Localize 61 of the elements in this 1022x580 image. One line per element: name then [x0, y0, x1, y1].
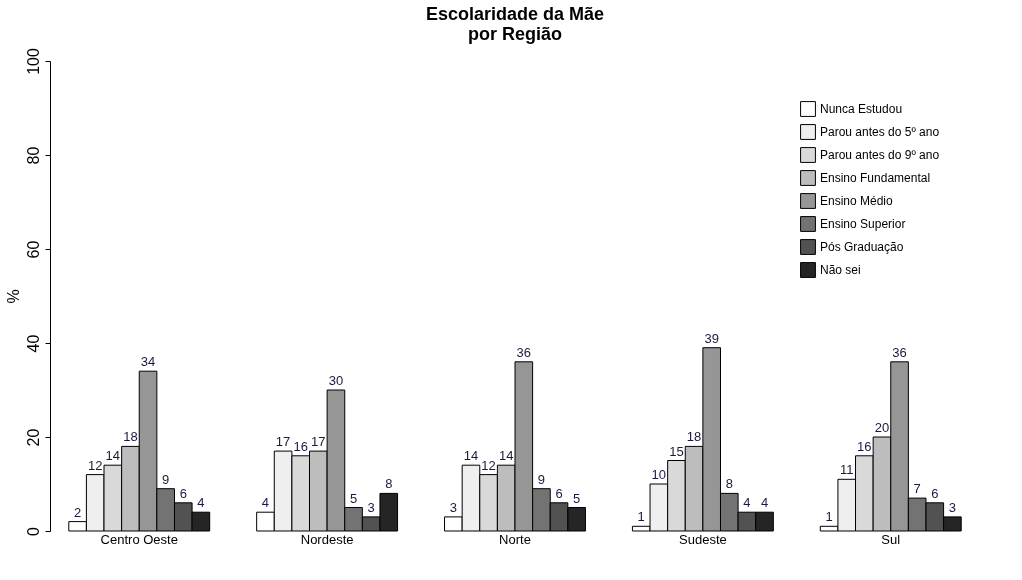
- x-tick-label: Nordeste: [300, 531, 354, 547]
- data-label: 4: [760, 495, 769, 511]
- data-label: 4: [261, 495, 270, 511]
- data-label: 5: [573, 490, 581, 506]
- data-label: 9: [162, 471, 170, 487]
- y-tick-label: 100: [24, 48, 42, 75]
- y-tick-label: 0: [24, 526, 42, 536]
- data-label: 7: [913, 481, 921, 497]
- data-label: 1: [637, 509, 645, 525]
- data-label: 15: [669, 443, 684, 459]
- legend-label: Pós Graduação: [820, 240, 904, 254]
- legend-label: Nunca Estudou: [820, 102, 903, 116]
- data-label: 20: [874, 420, 890, 435]
- y-tick-label: 80: [24, 146, 42, 165]
- data-label: 10: [651, 467, 667, 482]
- data-label: 14: [463, 448, 479, 464]
- data-label: 4: [197, 495, 205, 511]
- y-tick-label: 40: [24, 334, 42, 353]
- data-label: 5: [349, 490, 358, 506]
- data-label: 12: [87, 457, 103, 473]
- legend-label: Parou antes do 9º ano: [820, 148, 940, 162]
- data-label: 36: [892, 344, 907, 360]
- data-label: 18: [123, 429, 138, 445]
- data-label: 6: [931, 485, 939, 501]
- legend-label: Ensino Fundamental: [820, 171, 931, 185]
- legend-label: Parou antes do 5º ano: [820, 125, 940, 139]
- x-tick-label: Sul: [881, 531, 901, 547]
- data-label: 39: [704, 330, 719, 346]
- x-tick-label: Norte: [499, 531, 531, 547]
- data-label: 34: [140, 354, 156, 370]
- data-label: 17: [275, 434, 291, 450]
- data-label: 4: [743, 495, 751, 511]
- y-tick-label: 60: [24, 240, 42, 259]
- data-label: 12: [481, 457, 496, 473]
- data-label: 8: [725, 476, 733, 492]
- data-label: 6: [555, 485, 563, 501]
- data-label: 11: [839, 462, 854, 478]
- data-label: 36: [516, 344, 532, 360]
- data-label: 3: [948, 499, 957, 515]
- x-tick-label: Sudeste: [679, 531, 727, 547]
- legend-label: Ensino Superior: [820, 217, 906, 231]
- data-label: 6: [179, 485, 187, 501]
- y-tick-label: 20: [24, 428, 42, 447]
- data-label: 16: [293, 438, 308, 454]
- data-label: 30: [328, 373, 344, 388]
- data-label: 3: [449, 499, 457, 515]
- data-label: 17: [311, 434, 326, 450]
- data-label: 2: [73, 504, 82, 520]
- data-label: 1: [825, 509, 833, 525]
- chart-title: Escolaridade da Mãe por Região: [425, 3, 605, 44]
- data-label: 18: [686, 429, 702, 445]
- legend-label: Não sei: [820, 263, 861, 277]
- data-label: 14: [105, 448, 121, 464]
- data-label: 14: [498, 448, 514, 464]
- x-tick-label: Centro Oeste: [100, 531, 178, 547]
- data-label: 9: [537, 471, 546, 487]
- data-label: 8: [385, 476, 393, 492]
- data-label: 16: [857, 438, 872, 454]
- legend-label: Ensino Médio: [820, 194, 894, 208]
- y-axis-title: %: [4, 289, 22, 304]
- data-label: 3: [367, 499, 375, 515]
